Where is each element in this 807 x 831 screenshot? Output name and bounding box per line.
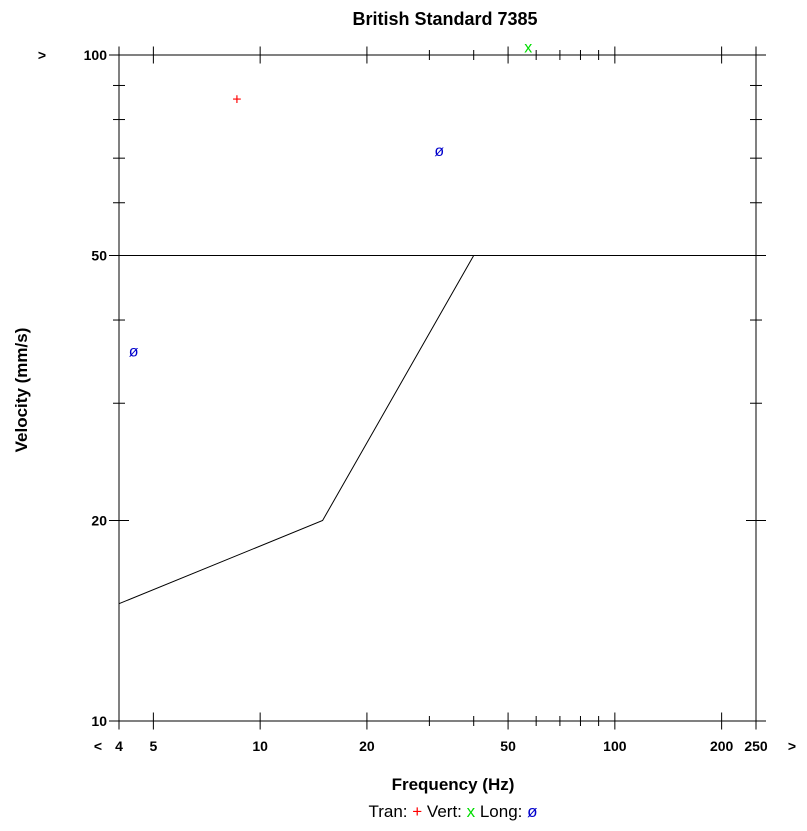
x-tick-label: 4 [115, 738, 123, 754]
x-axis-tick-labels: 4 5 10 20 50 100 200 250 [115, 738, 768, 754]
data-markers: + x ø ø [129, 39, 532, 360]
legend-label: Long: [475, 802, 527, 821]
y-axis-tick-labels: 10 20 50 100 [84, 47, 108, 729]
plot-frame [118, 54, 757, 722]
x-over-indicator: > [788, 738, 796, 754]
x-tick-label: 200 [710, 738, 734, 754]
y-axis-ticks [109, 54, 766, 722]
legend-label: Vert: [422, 802, 466, 821]
x-tick-label: 250 [744, 738, 768, 754]
legend-label: Tran: [368, 802, 412, 821]
marker-long: ø [129, 344, 139, 361]
chart-title: British Standard 7385 [352, 9, 537, 29]
x-tick-label: 20 [359, 738, 375, 754]
x-tick-label: 10 [252, 738, 268, 754]
marker-tran: + [232, 92, 241, 109]
x-axis-ticks [118, 46, 757, 730]
y-tick-label: 50 [91, 247, 107, 263]
legend: Tran: + Vert: x Long: ø [368, 802, 537, 821]
legend-symbol: ø [527, 802, 537, 821]
y-axis-title: Velocity (mm/s) [12, 328, 31, 453]
x-tick-label: 5 [149, 738, 157, 754]
marker-long: ø [434, 143, 444, 160]
x-tick-label: 100 [603, 738, 627, 754]
legend-symbol: + [412, 802, 422, 821]
marker-vert: x [524, 39, 532, 56]
plot-area [118, 54, 757, 722]
threshold-line-1 [118, 255, 756, 605]
x-tick-label: 50 [500, 738, 516, 754]
x-axis-title: Frequency (Hz) [392, 775, 515, 794]
y-over-indicator: > [38, 47, 46, 63]
y-tick-label: 20 [91, 513, 107, 529]
threshold-lines [118, 255, 756, 605]
x-under-indicator: < [94, 738, 102, 754]
y-tick-label: 10 [91, 713, 107, 729]
legend-symbol: x [467, 802, 476, 821]
y-tick-label: 100 [84, 47, 108, 63]
